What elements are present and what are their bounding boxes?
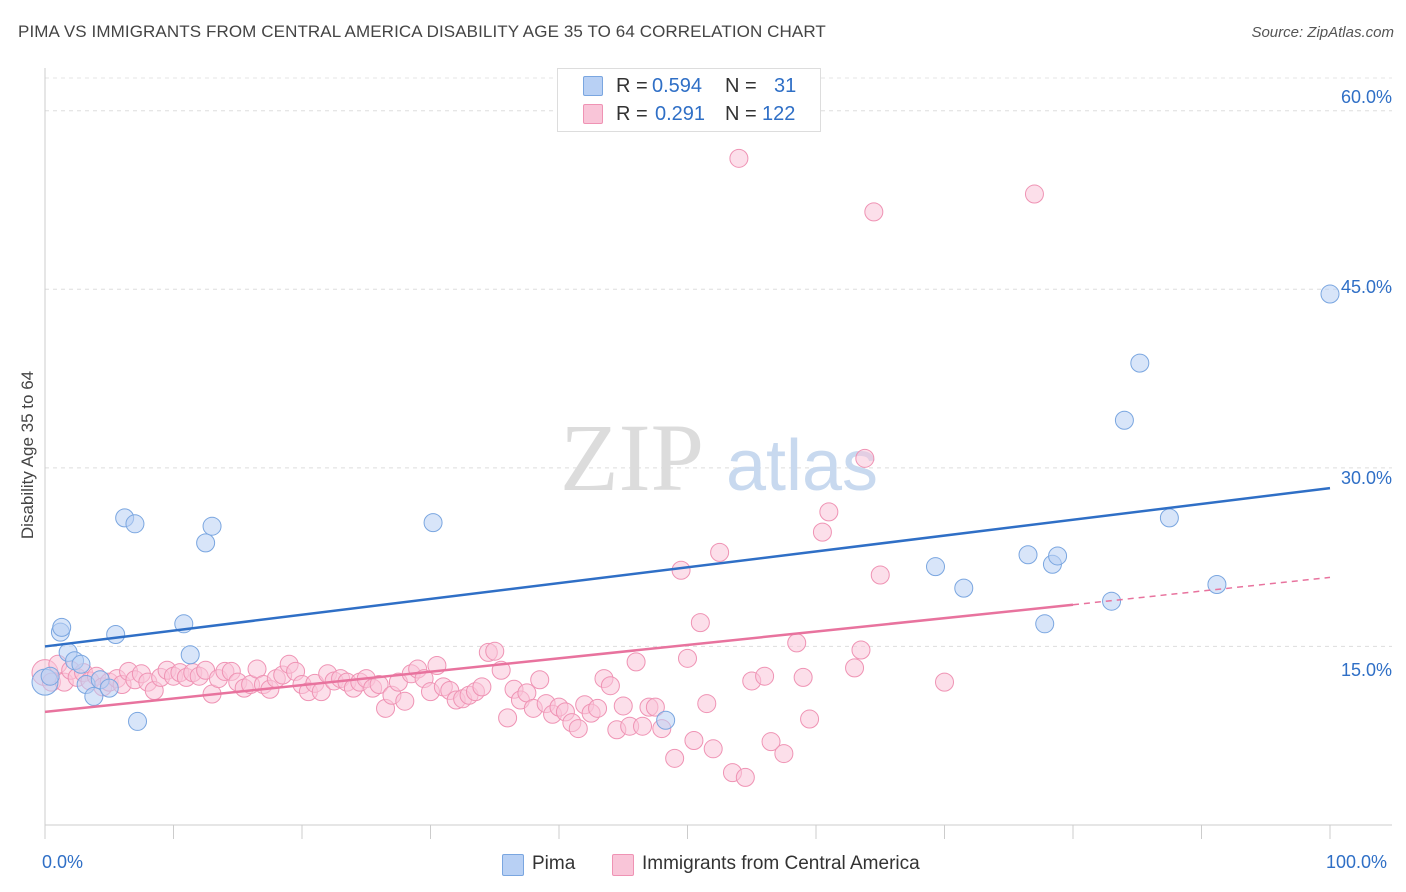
pima-point-16 (180, 645, 200, 665)
immigrants-point-104 (710, 542, 730, 562)
immigrants-point-115 (812, 522, 832, 542)
legend-swatch-immigrants (583, 104, 603, 124)
x-tick-label-min: 0.0% (42, 852, 84, 872)
immigrants-point-77 (530, 670, 550, 690)
pima-point-18 (202, 516, 222, 536)
immigrants-trend-line (44, 603, 1074, 714)
pima-point-19 (423, 513, 443, 533)
immigrants-trend-extension (1072, 576, 1331, 606)
pima-point-28 (1114, 410, 1134, 430)
immigrants-point-120 (864, 202, 884, 222)
legend-n-label: N = (725, 102, 757, 125)
pima-point-14 (128, 711, 148, 731)
y-tick-label-60: 60.0% (1340, 87, 1392, 107)
series-pima-points (31, 284, 1340, 731)
legend-r-value-pima: 0.594 (652, 74, 703, 97)
watermark: ZIP atlas (560, 404, 878, 511)
pima-point-21 (926, 557, 946, 577)
pima-point-1 (40, 666, 60, 686)
pima-point-32 (1320, 284, 1340, 304)
pima-point-10 (99, 678, 119, 698)
pima-point-26 (1048, 546, 1068, 566)
pima-point-22 (954, 578, 974, 598)
legend-swatch-pima (502, 854, 524, 876)
trend-lines (44, 486, 1331, 714)
chart-title: PIMA VS IMMIGRANTS FROM CENTRAL AMERICA … (18, 22, 826, 41)
immigrants-point-122 (935, 672, 954, 692)
immigrants-point-118 (851, 640, 871, 660)
legend-n-value-pima: 31 (774, 74, 797, 97)
immigrants-point-90 (613, 696, 633, 716)
y-axis-label: Disability Age 35 to 64 (18, 370, 37, 540)
watermark-zip: ZIP (560, 404, 704, 511)
immigrants-point-52 (369, 675, 389, 695)
immigrants-point-86 (588, 698, 608, 718)
pima-point-30 (1159, 508, 1179, 528)
immigrants-point-70 (485, 641, 505, 661)
immigrants-point-121 (870, 565, 890, 585)
y-tick-label-30: 30.0% (1340, 468, 1392, 488)
y-tick-label-15: 15.0% (1340, 660, 1392, 680)
source-label: Source: ZipAtlas.com (1251, 24, 1394, 41)
immigrants-point-88 (600, 676, 620, 696)
immigrants-point-116 (819, 502, 839, 522)
pima-point-3 (52, 617, 72, 637)
watermark-atlas: atlas (726, 426, 878, 506)
x-tick-label-max: 100.0% (1326, 852, 1388, 872)
immigrants-point-117 (845, 658, 865, 678)
pima-point-23 (1018, 545, 1038, 565)
immigrants-point-92 (626, 652, 646, 672)
immigrants-point-83 (568, 719, 588, 739)
y-tick-label-45: 45.0% (1340, 277, 1392, 297)
immigrants-point-112 (787, 633, 807, 653)
legend-r-value-immigrants: 0.291 (655, 102, 706, 125)
pima-point-11 (106, 625, 126, 645)
legend-swatch-immigrants (612, 854, 634, 876)
legend-r-label: R = (616, 74, 648, 97)
legend-label-immigrants: Immigrants from Central America (642, 853, 920, 874)
immigrants-point-106 (729, 148, 749, 168)
pima-point-13 (125, 514, 145, 534)
pima-point-29 (1130, 353, 1150, 373)
immigrants-point-93 (633, 716, 653, 736)
immigrants-point-68 (472, 677, 492, 697)
legend-n-value-immigrants: 122 (762, 102, 796, 125)
immigrants-point-114 (800, 709, 820, 729)
immigrants-point-100 (684, 730, 704, 750)
immigrants-point-113 (793, 667, 813, 687)
axes (44, 68, 1392, 839)
series-legend: Pima Immigrants from Central America (0, 852, 1406, 876)
pima-point-20 (656, 710, 676, 730)
pima-point-6 (71, 654, 91, 674)
legend-swatch-pima (583, 76, 603, 96)
correlation-legend: R = 0.594 N = 31 R = 0.291 N = 122 (557, 68, 821, 132)
immigrants-point-72 (498, 708, 518, 728)
immigrants-point-103 (703, 739, 723, 759)
immigrants-point-95 (645, 697, 665, 717)
immigrants-point-123 (1024, 184, 1044, 204)
immigrants-point-111 (774, 744, 794, 764)
immigrants-point-99 (678, 648, 697, 668)
pima-point-24 (1035, 614, 1055, 634)
immigrants-point-101 (690, 613, 710, 633)
immigrants-point-56 (395, 691, 415, 711)
immigrants-point-102 (697, 694, 717, 714)
legend-n-label: N = (725, 74, 757, 97)
immigrants-point-109 (755, 666, 775, 686)
legend-r-label: R = (616, 102, 648, 125)
immigrants-point-119 (855, 448, 875, 468)
pima-point-8 (84, 686, 104, 706)
immigrants-point-97 (665, 748, 685, 768)
pima-point-17 (196, 533, 216, 553)
immigrants-point-98 (671, 560, 691, 580)
immigrants-point-107 (735, 767, 755, 787)
pima-point-31 (1207, 575, 1227, 595)
legend-label-pima: Pima (532, 853, 576, 874)
immigrants-point-110 (761, 732, 781, 752)
pima-trend-line (44, 486, 1331, 648)
